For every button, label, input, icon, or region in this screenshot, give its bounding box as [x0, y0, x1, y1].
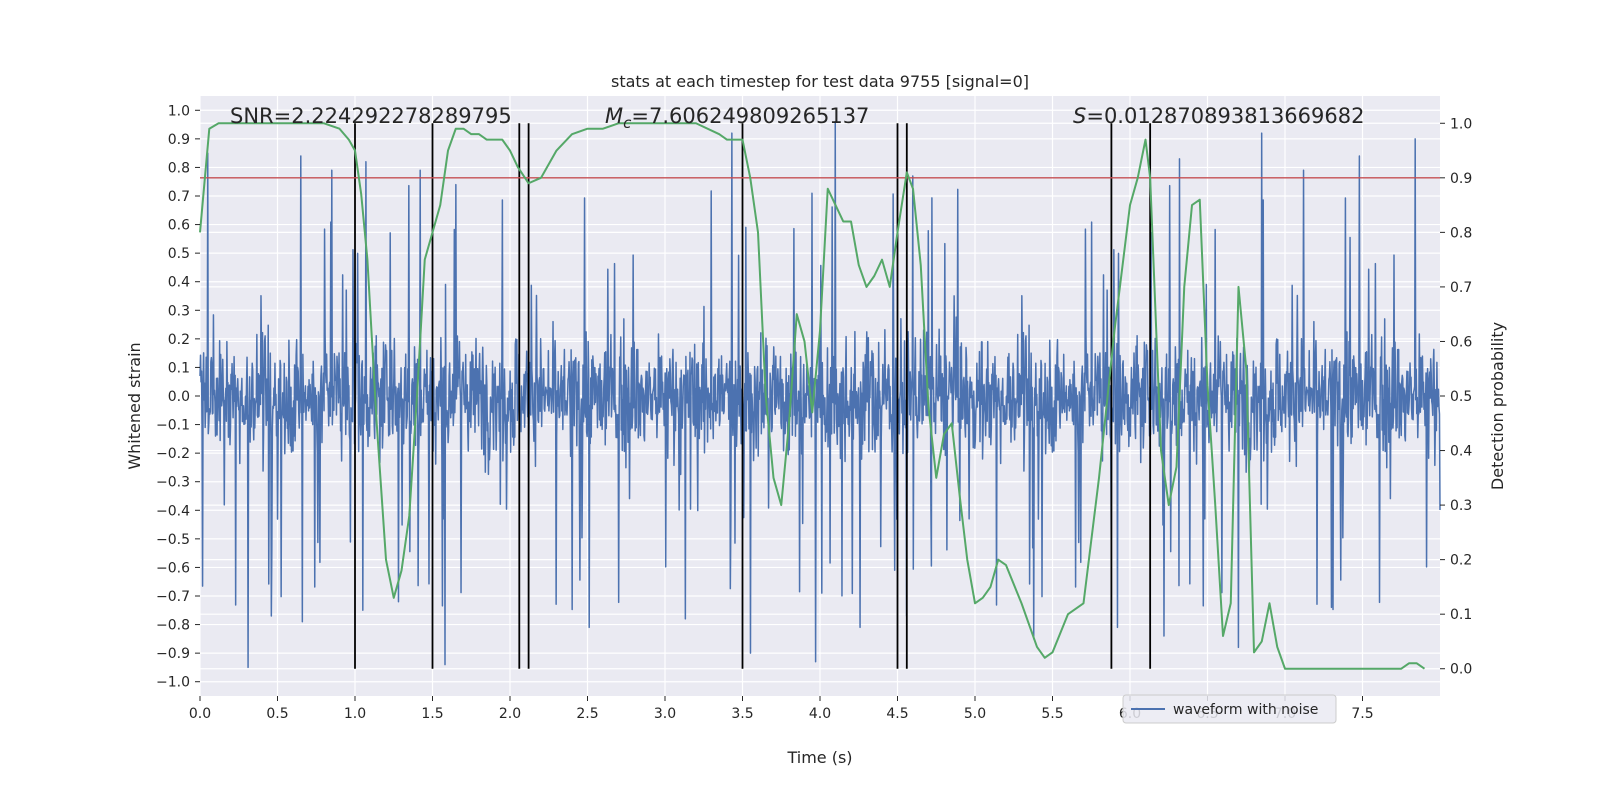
vertical-markers: [354, 123, 1152, 669]
x-tick-label: 7.5: [1351, 706, 1373, 722]
chirp-mass-annotation: Mc=7.606249809265137: [605, 104, 869, 132]
right-y-tick-label: 0.5: [1450, 389, 1472, 405]
x-tick-label: 2.0: [499, 706, 521, 722]
left-y-tick-label: −0.7: [156, 589, 190, 605]
left-y-tick-label: 1.0: [168, 103, 190, 119]
probability-line: [199, 122, 1426, 670]
waveform-series: [199, 120, 1441, 669]
legend-label: waveform with noise: [1173, 702, 1318, 718]
x-tick-label: 0.5: [266, 706, 288, 722]
chirp-mass-subscript: c: [623, 114, 632, 132]
x-tick-label: 5.5: [1041, 706, 1063, 722]
right-y-tick-label: 0.0: [1450, 662, 1472, 678]
s-value: =0.012870893813669682: [1086, 104, 1364, 128]
left-y-tick-label: 0.0: [168, 389, 190, 405]
left-y-tick-label: −1.0: [156, 675, 190, 691]
x-tick-label: 5.0: [964, 706, 986, 722]
s-annotation: S=0.012870893813669682: [1073, 104, 1364, 128]
right-y-tick-label: 0.3: [1450, 498, 1472, 514]
left-y-tick-label: −0.3: [156, 475, 190, 491]
chirp-mass-symbol: M: [605, 104, 623, 128]
x-tick-label: 3.0: [654, 706, 676, 722]
left-y-tick-label: 0.4: [168, 275, 190, 291]
left-y-tick-label: −0.9: [156, 646, 190, 662]
left-y-tick-label: 0.5: [168, 246, 190, 262]
s-symbol: S: [1073, 104, 1086, 128]
snr-annotation: SNR=2.224292278289795: [230, 104, 512, 128]
right-y-tick-label: 1.0: [1450, 116, 1472, 132]
left-y-tick-label: 0.8: [168, 160, 190, 176]
right-y-tick-label: 0.2: [1450, 553, 1472, 569]
probability-series: [199, 122, 1426, 670]
x-tick-label: 2.5: [576, 706, 598, 722]
chart-title: stats at each timestep for test data 975…: [611, 72, 1029, 91]
left-y-tick-label: 0.6: [168, 218, 190, 234]
right-y-axis-ticks: 1.0 0.9 0.8 0.7 0.6 0.5 0.4 0.3 0.2 0.1 0.0: [1440, 116, 1472, 678]
left-y-tick-label: 0.9: [168, 132, 190, 148]
x-tick-label: 4.0: [809, 706, 831, 722]
left-y-tick-label: 0.7: [168, 189, 190, 205]
left-y-tick-label: 0.1: [168, 360, 190, 376]
legend: waveform with noise: [1122, 694, 1337, 724]
right-y-tick-label: 0.8: [1450, 225, 1472, 241]
right-y-tick-label: 0.1: [1450, 607, 1472, 623]
legend-box: [1122, 694, 1337, 724]
right-y-tick-label: 0.6: [1450, 334, 1472, 350]
left-y-tick-label: −0.2: [156, 446, 190, 462]
x-tick-label: 1.5: [421, 706, 443, 722]
x-tick-label: 4.5: [886, 706, 908, 722]
right-y-tick-label: 0.7: [1450, 280, 1472, 296]
right-y-axis-label: Detection probability: [1488, 322, 1507, 490]
x-tick-label: 0.0: [189, 706, 211, 722]
x-axis-label: Time (s): [786, 748, 852, 767]
x-tick-label: 3.5: [731, 706, 753, 722]
right-y-tick-label: 0.9: [1450, 171, 1472, 187]
waveform-line: [199, 120, 1441, 669]
right-y-tick-label: 0.4: [1450, 444, 1472, 460]
chirp-mass-value: =7.606249809265137: [631, 104, 869, 128]
left-y-tick-label: −0.6: [156, 560, 190, 576]
left-y-tick-label: −0.1: [156, 418, 190, 434]
left-y-tick-label: −0.5: [156, 532, 190, 548]
left-y-axis-label: Whitened strain: [125, 342, 144, 469]
left-y-tick-label: 0.3: [168, 303, 190, 319]
left-y-tick-label: −0.4: [156, 503, 190, 519]
left-y-axis-ticks: 1.0 0.9 0.8 0.7 0.6 0.5 0.4 0.3 0.2 0.1 0.0 −0.1 −0.…: [156, 103, 200, 691]
left-y-tick-label: 0.2: [168, 332, 190, 348]
x-tick-label: 1.0: [344, 706, 366, 722]
left-y-tick-label: −0.8: [156, 618, 190, 634]
